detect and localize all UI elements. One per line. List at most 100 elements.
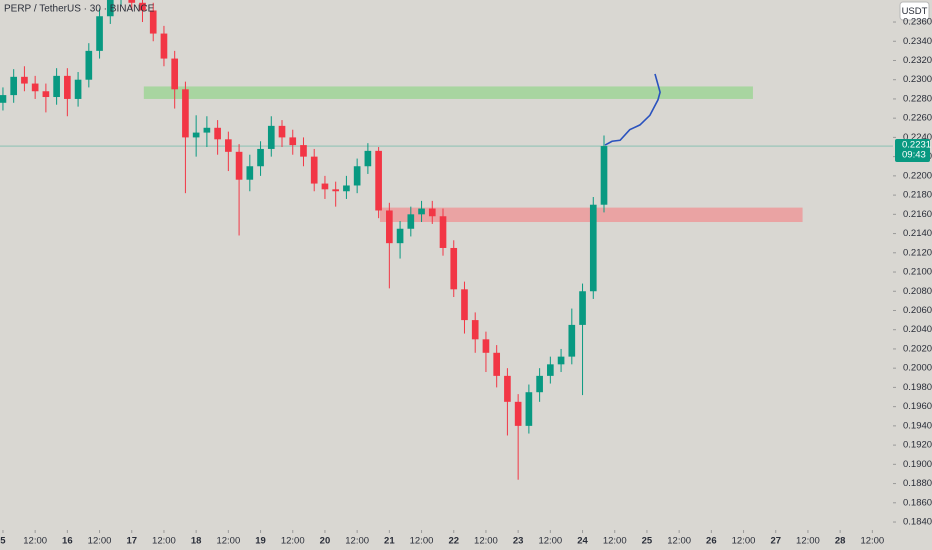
- y-tick-label: 0.1880: [903, 478, 932, 489]
- y-tick-label: 0.2200: [903, 170, 932, 181]
- candle-body: [21, 76, 28, 84]
- x-tick-label: 12:00: [474, 536, 498, 547]
- x-tick-label: 12:00: [538, 536, 562, 547]
- candle-body: [85, 50, 93, 80]
- candle-body: [42, 91, 50, 98]
- countdown-label: 09:43: [902, 150, 926, 161]
- x-tick-label: 12:00: [667, 536, 691, 547]
- x-tick-label: 21: [384, 536, 395, 547]
- candle-body: [332, 189, 340, 192]
- last-price-label: 0.2231: [902, 140, 931, 151]
- x-tick-label: 12:00: [603, 536, 627, 547]
- x-tick-label: 17: [126, 536, 137, 547]
- candle-body: [235, 151, 243, 180]
- candle-body: [407, 214, 415, 229]
- candle-body: [471, 320, 479, 340]
- candle-body: [353, 166, 361, 186]
- candle-body: [74, 79, 82, 99]
- candle-body: [321, 183, 329, 190]
- x-tick-label: 12:00: [410, 536, 434, 547]
- candle-body: [300, 145, 307, 157]
- x-tick-label: 12:00: [88, 536, 112, 547]
- x-tick-label: 22: [448, 536, 459, 547]
- x-tick-label: 12:00: [345, 536, 369, 547]
- x-tick-label: 25: [642, 536, 653, 547]
- candle-body: [525, 392, 533, 426]
- candle-body: [128, 0, 136, 3]
- candle-body: [96, 16, 103, 51]
- y-tick-label: 0.2140: [903, 228, 932, 239]
- x-tick-label: 12:00: [152, 536, 176, 547]
- x-tick-label: 12:00: [216, 536, 240, 547]
- currency-button[interactable]: [899, 1, 930, 21]
- candle-body: [375, 150, 382, 211]
- candle-body: [257, 148, 264, 167]
- x-tick-label: 16: [62, 536, 73, 547]
- x-tick-label: 12:00: [860, 536, 884, 547]
- currency-label[interactable]: USDT: [902, 6, 928, 17]
- candle-body: [504, 375, 511, 402]
- x-tick-label: 12:00: [23, 536, 47, 547]
- y-tick-label: 0.2040: [903, 324, 932, 335]
- y-tick-label: 0.2020: [903, 343, 932, 354]
- x-tick-label: 23: [513, 536, 524, 547]
- last-price-box: [895, 139, 930, 163]
- x-tick-label: 24: [577, 536, 588, 547]
- chart-title: PERP / TetherUS · 30 · BINANCE: [4, 4, 155, 15]
- candle-body: [267, 125, 275, 149]
- candle-body: [364, 150, 372, 167]
- candle-body: [482, 339, 490, 353]
- candle-body: [106, 0, 114, 17]
- y-tick-label: 0.1840: [903, 517, 932, 528]
- candle-body: [160, 33, 168, 59]
- candle-body: [192, 132, 200, 138]
- candle-body: [557, 356, 565, 365]
- x-tick-label: 20: [320, 536, 331, 547]
- candle-body: [171, 58, 179, 90]
- candle-body: [31, 83, 39, 92]
- candle-body: [536, 375, 543, 393]
- y-tick-label: 0.1980: [903, 382, 932, 393]
- y-tick-label: 0.2000: [903, 363, 932, 374]
- candle-body: [568, 324, 576, 357]
- x-tick-label: 12:00: [796, 536, 820, 547]
- candle-body: [289, 137, 297, 146]
- candle-body: [149, 10, 157, 34]
- y-tick-label: 0.1860: [903, 497, 932, 508]
- y-tick-label: 0.1900: [903, 459, 932, 470]
- candle-body: [310, 156, 318, 184]
- candle-body: [203, 127, 211, 133]
- y-tick-label: 0.2320: [903, 55, 932, 66]
- y-tick-label: 0.2080: [903, 286, 932, 297]
- candle-body: [246, 166, 254, 180]
- candle-body: [10, 76, 18, 96]
- y-tick-label: 0.2260: [903, 113, 932, 124]
- y-tick-label: 0.1960: [903, 401, 932, 412]
- candle-body: [182, 89, 189, 138]
- candle-body: [461, 289, 468, 321]
- candle-body: [214, 127, 221, 140]
- x-tick-label: 5: [0, 536, 6, 547]
- y-tick-label: 0.2160: [903, 209, 932, 220]
- candle-body: [343, 185, 350, 192]
- price-zone: [143, 86, 753, 99]
- y-tick-label: 0.2060: [903, 305, 932, 316]
- x-tick-label: 28: [835, 536, 846, 547]
- y-tick-label: 0.2120: [903, 247, 932, 258]
- candle-body: [53, 75, 60, 98]
- y-tick-label: 0.2340: [903, 36, 932, 47]
- x-tick-label: 18: [191, 536, 202, 547]
- y-tick-label: 0.2360: [903, 17, 932, 28]
- y-tick-label: 0.1940: [903, 420, 932, 431]
- candle-body: [450, 247, 458, 290]
- candle-body: [547, 364, 554, 376]
- candle-body: [225, 139, 232, 152]
- candle-body: [493, 352, 501, 376]
- candle-body: [139, 2, 146, 11]
- x-tick-label: 27: [770, 536, 781, 547]
- candle-body: [600, 146, 608, 205]
- x-tick-label: 26: [706, 536, 717, 547]
- y-tick-label: 0.1920: [903, 440, 932, 451]
